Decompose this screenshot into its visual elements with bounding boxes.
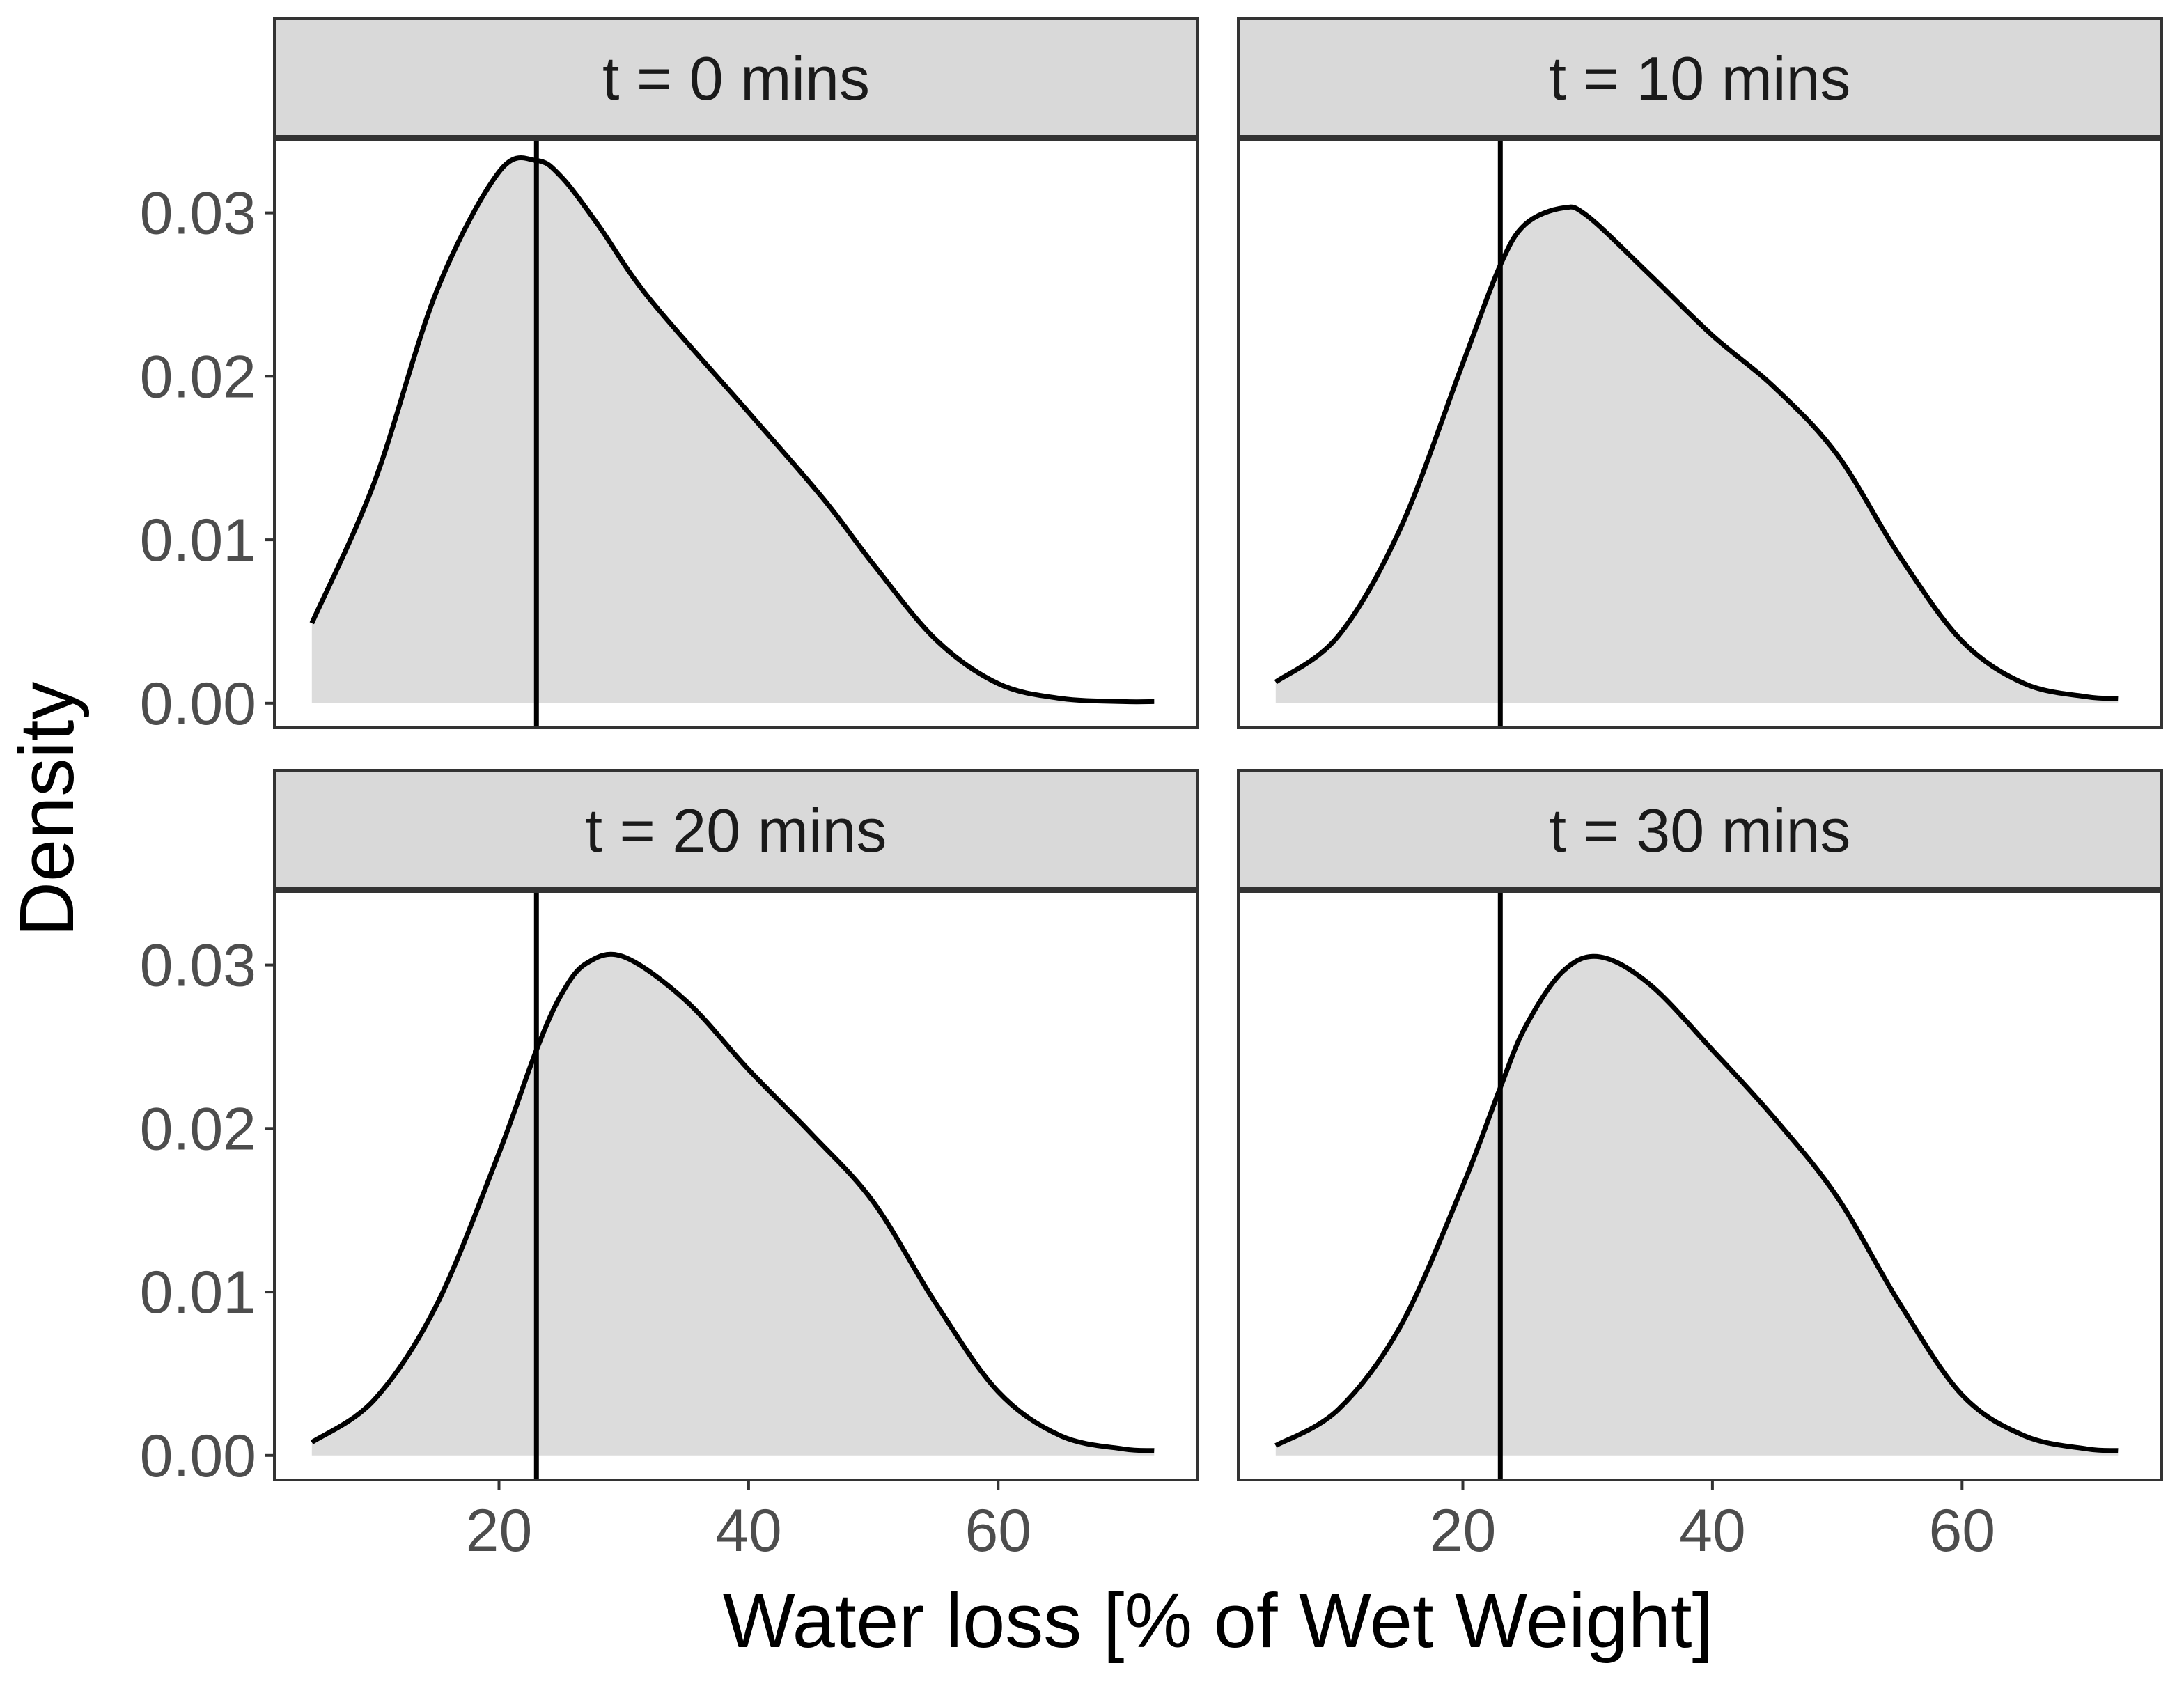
- x-tick-label: 40: [715, 1497, 782, 1564]
- facet-label-2: t = 20 mins: [586, 796, 887, 865]
- panel-1-border: [1237, 138, 2163, 729]
- panel-0-border: [273, 138, 1199, 729]
- density-curve-1: [1274, 204, 2119, 701]
- x-tick-label: 60: [965, 1497, 1031, 1564]
- x-tick-label: 20: [1430, 1497, 1497, 1564]
- y-tick-label: 0.01: [140, 1259, 256, 1326]
- y-axis-top: 0.00 0.01 0.02 0.03: [140, 180, 274, 738]
- y-axis-title: Density: [4, 682, 90, 937]
- y-tick-label: 0.03: [140, 180, 256, 247]
- facet-strip-1: [1237, 17, 2163, 138]
- facet-label-0: t = 0 mins: [602, 44, 870, 113]
- density-area-1: [1275, 207, 2119, 703]
- y-tick-label: 0.01: [140, 507, 256, 574]
- y-tick-label: 0.00: [140, 671, 256, 738]
- y-tick-label: 0.02: [140, 343, 256, 410]
- density-curve-0: [309, 155, 1155, 705]
- x-tick-label: 20: [466, 1497, 533, 1564]
- x-tick-label: 40: [1679, 1497, 1746, 1564]
- density-area-0: [311, 157, 1155, 703]
- density-curve-3: [1274, 953, 2119, 1453]
- density-area-2: [311, 954, 1155, 1456]
- y-tick-label: 0.03: [140, 933, 256, 999]
- facet-strip-0: [273, 17, 1199, 138]
- y-axis-bottom: 0.00 0.01 0.02 0.03: [140, 933, 274, 1490]
- x-axis-title: Water loss [% of Wet Weight]: [723, 1578, 1713, 1664]
- y-tick-label: 0.00: [140, 1423, 256, 1490]
- x-axis-left: 20 40 60: [466, 1480, 1031, 1564]
- panel-2-border: [273, 890, 1199, 1481]
- x-axis-right: 20 40 60: [1430, 1480, 1995, 1564]
- x-tick-label: 60: [1928, 1497, 1995, 1564]
- facet-strip-2: [273, 769, 1199, 890]
- density-curve-2: [310, 951, 1155, 1453]
- facet-strip-3: [1237, 769, 2163, 890]
- panel-3-border: [1237, 890, 2163, 1481]
- density-area-3: [1275, 956, 2119, 1456]
- y-tick-label: 0.02: [140, 1096, 256, 1162]
- facet-label-3: t = 30 mins: [1550, 796, 1851, 865]
- facet-label-1: t = 10 mins: [1550, 44, 1851, 113]
